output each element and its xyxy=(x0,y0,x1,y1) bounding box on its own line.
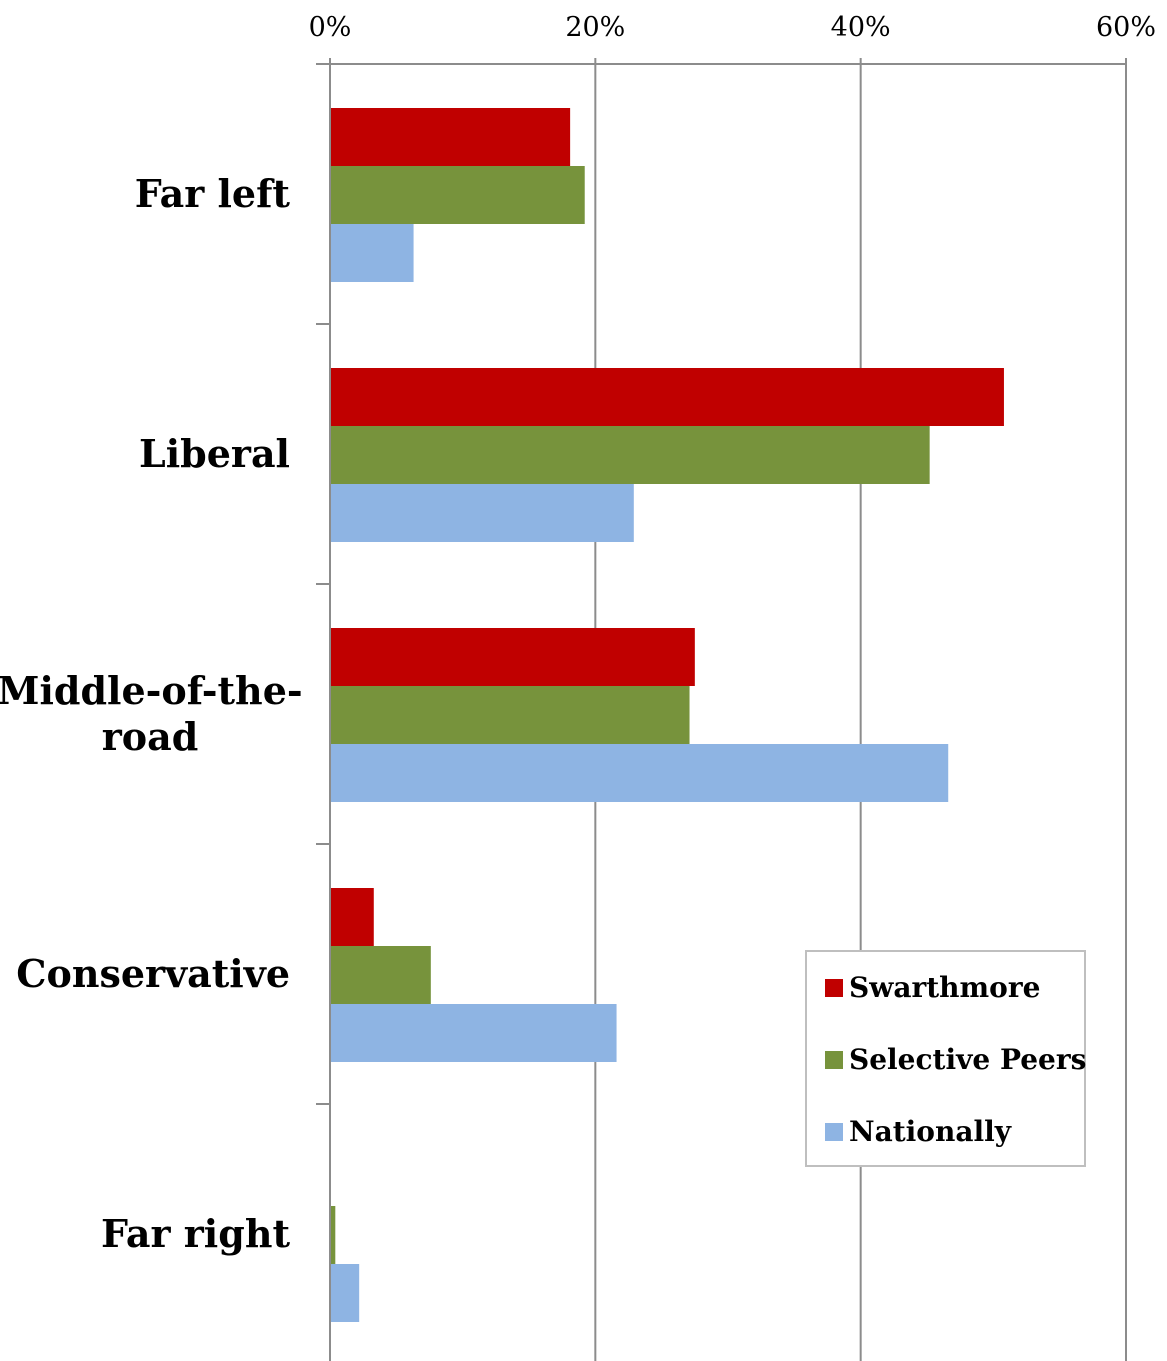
bar-swarthmore xyxy=(330,108,571,166)
category-labels: Far left Liberal Middle-of-the-road Conserv… xyxy=(0,171,303,1256)
category-label: Liberal xyxy=(139,431,290,476)
legend-swatch xyxy=(825,1051,843,1069)
bar-nationally xyxy=(330,1004,617,1062)
legend-swatch xyxy=(825,1123,843,1141)
legend: Swarthmore Selective Peers Nationally xyxy=(805,950,1086,1167)
x-tick-label: 20% xyxy=(565,12,625,43)
bar-swarthmore xyxy=(330,628,695,686)
x-tick-label: 60% xyxy=(1096,12,1156,43)
legend-box xyxy=(805,950,1086,1167)
bar-swarthmore xyxy=(330,368,1004,426)
x-tick-label: 40% xyxy=(831,12,891,43)
bar-selective-peers xyxy=(330,166,585,224)
bar-nationally xyxy=(330,1264,360,1322)
bars xyxy=(330,108,1004,1322)
bar-selective-peers xyxy=(330,1206,336,1264)
legend-label: Nationally xyxy=(849,1115,1012,1148)
x-tick-labels: 0% 20% 40% 60% xyxy=(309,12,1156,43)
bar-selective-peers xyxy=(330,426,930,484)
x-tick-label: 0% xyxy=(309,12,352,43)
category-label: Far right xyxy=(101,1211,290,1256)
legend-label: Selective Peers xyxy=(849,1043,1086,1076)
legend-swatch xyxy=(825,979,843,997)
bar-nationally xyxy=(330,224,414,282)
bar-nationally xyxy=(330,744,949,802)
bar-selective-peers xyxy=(330,946,431,1004)
legend-label: Swarthmore xyxy=(849,971,1040,1004)
category-label: Middle-of-the-road xyxy=(0,668,303,759)
category-label: Far left xyxy=(135,171,291,216)
category-axis xyxy=(316,63,331,1361)
bar-selective-peers xyxy=(330,686,690,744)
category-label: Conservative xyxy=(16,951,290,996)
bar-nationally xyxy=(330,484,634,542)
bar-swarthmore xyxy=(330,888,374,946)
